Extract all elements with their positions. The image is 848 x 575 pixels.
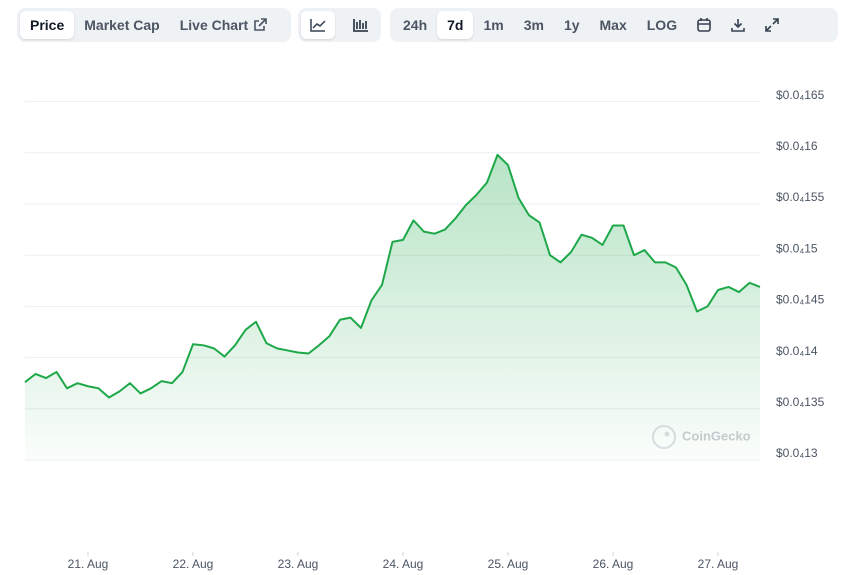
x-tick-label: 26. Aug	[593, 557, 634, 571]
download-icon	[731, 19, 745, 32]
x-tick-label: 23. Aug	[278, 557, 319, 571]
x-tick-label: 24. Aug	[383, 557, 424, 571]
calendar-icon	[697, 18, 711, 32]
line-style-button[interactable]	[301, 11, 335, 39]
range-tabs: 24h 7d 1m 3m 1y Max LOG	[390, 8, 838, 42]
range[interactable]: 1y	[563, 17, 580, 33]
y-tick-label: $0.0₄14	[776, 344, 818, 358]
x-tick-label: 21. Aug	[68, 557, 109, 571]
calendar-button[interactable]	[687, 11, 721, 39]
fullscreen-button[interactable]	[755, 11, 789, 39]
tab[interactable]: Market Cap	[84, 17, 160, 33]
chart-style	[298, 8, 381, 42]
y-tick-label: $0.0₄145	[776, 293, 825, 307]
candle-style-button[interactable]	[345, 11, 379, 39]
area-fill	[25, 154, 760, 460]
external-icon	[254, 18, 267, 31]
x-tick-label: 22. Aug	[173, 557, 214, 571]
tab-live[interactable]: Live Chart	[170, 11, 277, 39]
range[interactable]: 1m	[483, 17, 504, 33]
watermark-text: CoinGecko	[682, 428, 751, 443]
y-tick-label: $0.0₄165	[776, 88, 825, 102]
price-line	[24, 153, 761, 399]
y-tick-label: $0.0₄155	[776, 190, 825, 204]
download-button[interactable]	[721, 11, 755, 39]
range[interactable]: 3m	[523, 17, 544, 33]
x-tick-label: 25. Aug	[488, 557, 529, 571]
y-tick-label: $0.0₄13	[776, 446, 818, 460]
watermark: CoinGecko	[652, 425, 751, 449]
range[interactable]: 7d	[437, 11, 474, 39]
y-tick-label: $0.0₄15	[776, 241, 818, 255]
tab[interactable]: Price	[20, 11, 75, 39]
view-tabs: Price Market Cap Live Chart	[17, 8, 291, 42]
log-toggle[interactable]: LOG	[646, 17, 678, 33]
y-tick-label: $0.0₄135	[776, 395, 825, 409]
candle-icon	[353, 19, 369, 32]
line-icon	[310, 19, 326, 32]
y-tick-label: $0.0₄16	[776, 139, 818, 153]
range[interactable]: 24h	[403, 17, 428, 33]
tab[interactable]: Live Chart	[179, 17, 249, 33]
range[interactable]: Max	[599, 17, 627, 33]
x-tick-label: 27. Aug	[698, 557, 739, 571]
fullscreen-icon	[765, 18, 779, 32]
